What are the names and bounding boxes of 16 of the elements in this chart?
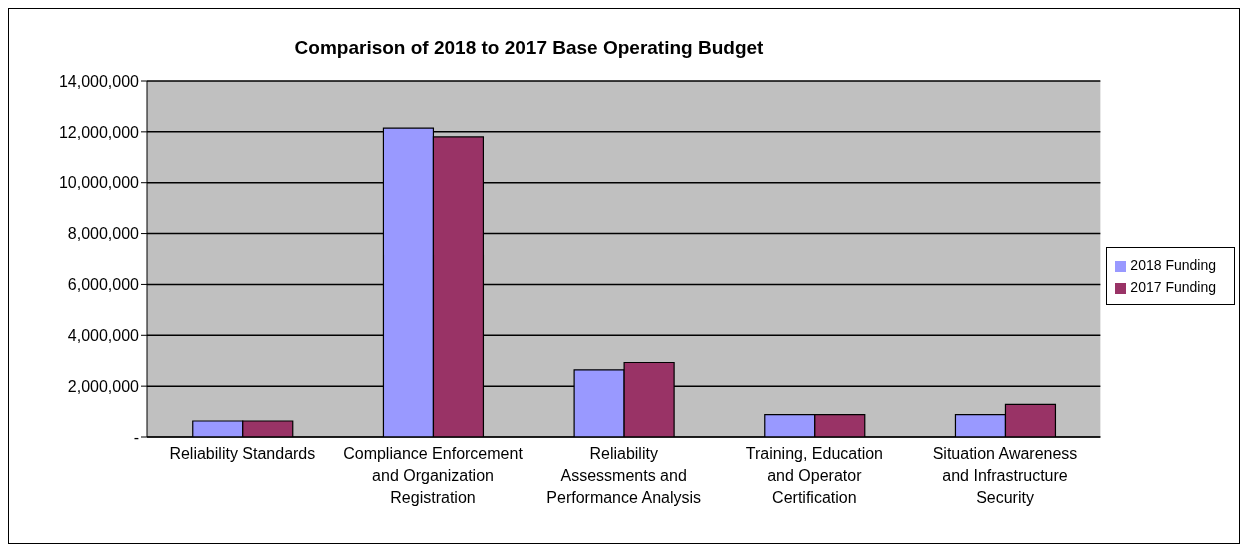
y-tick-label: 8,000,000: [67, 225, 140, 243]
chart-title: Comparison of 2018 to 2017 Base Operating Budget: [293, 37, 765, 59]
y-tick-label: 12,000,000: [58, 123, 140, 141]
y-tick-label: 4,000,000: [67, 326, 140, 344]
x-tick-label: Compliance Enforcement and Organization Registration: [343, 445, 524, 506]
y-tick-label: -: [133, 428, 139, 446]
x-tick-label: Reliability Standards: [169, 445, 316, 462]
legend-label: 2018 Funding: [1130, 257, 1216, 273]
y-tick-label: 2,000,000: [67, 377, 140, 395]
y-tick-label: 14,000,000: [58, 72, 140, 90]
x-tick-label: Reliability Assessments and Performance Analysis: [546, 445, 702, 506]
legend-label: 2017 Funding: [1130, 279, 1216, 295]
x-tick-label: Situation Awareness and Infrastructure Security: [932, 445, 1078, 506]
x-tick-label: Training, Education and Operator Certification: [745, 445, 883, 506]
y-tick-label: 6,000,000: [67, 276, 140, 294]
y-tick-label: 10,000,000: [58, 174, 140, 192]
